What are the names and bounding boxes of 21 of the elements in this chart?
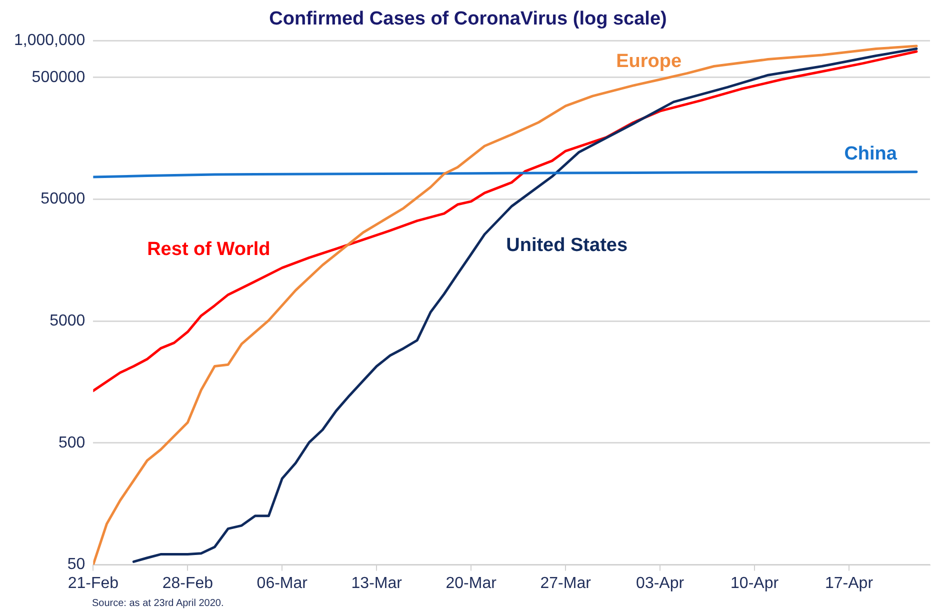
x-tick-label: 20-Mar — [446, 574, 498, 592]
x-tick-label: 10-Apr — [730, 574, 780, 592]
y-tick-label: 50 — [67, 556, 86, 574]
x-tick-label: 03-Apr — [636, 574, 685, 592]
series-label: China — [844, 144, 898, 165]
x-tick-label: 27-Mar — [540, 574, 592, 592]
x-tick-label: 13-Mar — [351, 574, 403, 592]
y-tick-label: 50000 — [40, 190, 86, 208]
chart-title: Confirmed Cases of CoronaVirus (log scale) — [269, 8, 667, 30]
series-label: Rest of World — [147, 239, 270, 260]
x-tick-label: 28-Feb — [162, 574, 214, 592]
series-label: United States — [506, 234, 628, 256]
source-note: Source: as at 23rd April 2020. — [92, 598, 224, 609]
y-tick-label: 1,000,000 — [14, 32, 86, 50]
x-tick-label: 06-Mar — [256, 574, 308, 592]
y-tick-label: 500 — [58, 434, 86, 452]
y-tick-label: 5000 — [50, 312, 86, 330]
series-label: Europe — [616, 50, 682, 72]
x-tick-label: 21-Feb — [68, 574, 119, 592]
y-tick-label: 500000 — [32, 68, 86, 86]
x-tick-label: 17-Apr — [825, 574, 874, 592]
